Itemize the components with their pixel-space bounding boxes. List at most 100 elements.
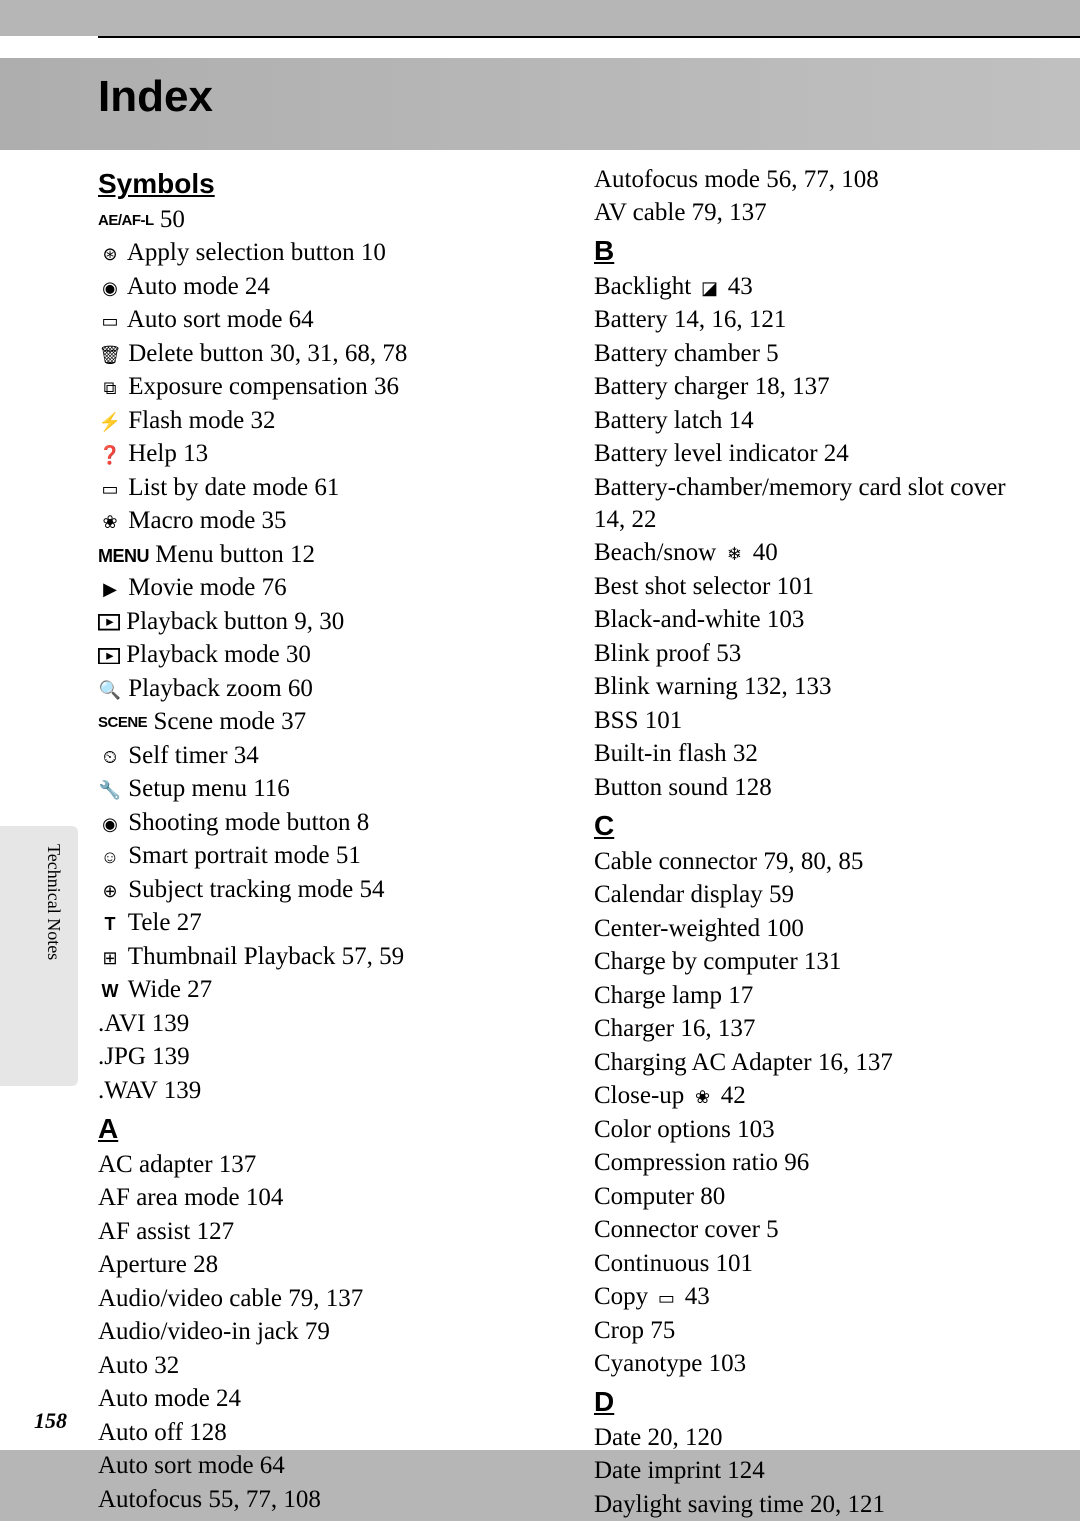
camera-icon: ◉ [98,813,122,836]
page-title: Index [98,72,213,122]
ok-icon: ⊛ [98,243,122,266]
index-entry: Playback mode 30 [98,639,544,671]
index-entry: .JPG 139 [98,1041,544,1073]
playback-icon [98,641,120,659]
entry-text: Blink warning 132, 133 [594,673,832,700]
index-entry: MENU Menu button 12 [98,539,544,571]
backlight-icon: ◪ [697,277,721,300]
index-entry: ⏲ Self timer 34 [98,740,544,772]
menu-icon: MENU [98,546,149,566]
index-entry: Auto sort mode 64 [98,1450,544,1482]
index-entry: Auto mode 24 [98,1383,544,1415]
entry-text: Apply selection button 10 [122,239,386,266]
page: Index Technical Notes Symbols AE/AF-L 50… [0,36,1080,1450]
entry-text: Menu button 12 [149,541,315,568]
index-entry: .WAV 139 [98,1075,544,1107]
wide-icon: W [98,980,122,1003]
index-entry: Built-in flash 32 [594,738,1040,770]
index-entry: Button sound 128 [594,772,1040,804]
entry-text: Smart portrait mode 51 [122,842,361,869]
listdate-icon: ▭ [98,478,122,501]
index-entry: Color options 103 [594,1114,1040,1146]
entry-text: Playback mode 30 [120,641,311,668]
entry-text: Continuous 101 [594,1250,753,1277]
entry-text: Center-weighted 100 [594,915,804,942]
index-entry: BSS 101 [594,705,1040,737]
entry-text: Compression ratio 96 [594,1149,809,1176]
entry-text: Connector cover 5 [594,1216,779,1243]
movie-icon: ▶ [98,578,122,601]
index-entry: Cable connector 79, 80, 85 [594,846,1040,878]
entry-text: Aperture 28 [98,1251,218,1278]
index-entry: .AVI 139 [98,1008,544,1040]
entry-text: Help 13 [122,440,208,467]
autosort-icon: ▭ [98,310,122,333]
entry-text: Flash mode 32 [122,407,275,434]
entry-text: Black-and-white 103 [594,606,804,633]
entry-text: Auto sort mode 64 [122,306,314,333]
index-entry: ⚡ Flash mode 32 [98,405,544,437]
entry-text: Tele 27 [122,909,202,936]
index-entry: Audio/video-in jack 79 [98,1316,544,1348]
index-entry: AE/AF-L 50 [98,204,544,236]
entry-text: Battery-chamber/memory card slot cover 1… [594,474,1006,533]
entry-text: Auto sort mode 64 [98,1452,285,1479]
index-entry: T Tele 27 [98,907,544,939]
index-entry: Battery level indicator 24 [594,438,1040,470]
entry-text: Thumbnail Playback 57, 59 [122,943,404,970]
index-entry: Continuous 101 [594,1248,1040,1280]
entry-text: Charge by computer 131 [594,948,841,975]
index-entry: 🔧 Setup menu 116 [98,773,544,805]
copy-icon: ▭ [654,1287,678,1310]
entry-text: List by date mode 61 [122,474,339,501]
entry-text: AF area mode 104 [98,1184,283,1211]
entry-text: Audio/video-in jack 79 [98,1318,330,1345]
entry-text: Movie mode 76 [122,574,287,601]
entry-text: Button sound 128 [594,774,772,801]
index-entry: ❀ Macro mode 35 [98,505,544,537]
index-entry: Charge by computer 131 [594,946,1040,978]
index-entry: ⊛ Apply selection button 10 [98,237,544,269]
page-number: 158 [34,1408,67,1434]
index-entry: Date 20, 120 [594,1422,1040,1454]
entry-text: Color options 103 [594,1116,775,1143]
entry-text: Auto 32 [98,1352,179,1379]
index-entry: ◉ Shooting mode button 8 [98,807,544,839]
entry-text: Playback button 9, 30 [120,608,344,635]
entry-text: Battery level indicator 24 [594,440,849,467]
index-entry: ⧉ Exposure compensation 36 [98,371,544,403]
index-entry: ☺ Smart portrait mode 51 [98,840,544,872]
entry-tail: 42 [715,1082,746,1109]
index-entry: Daylight saving time 20, 121 [594,1489,1040,1521]
side-tab-label: Technical Notes [44,826,64,1046]
entry-text: Battery charger 18, 137 [594,373,830,400]
entry-text: Date imprint 124 [594,1457,765,1484]
index-entry: Date imprint 124 [594,1455,1040,1487]
entry-text: AC adapter 137 [98,1151,256,1178]
entry-text: Crop 75 [594,1317,675,1344]
index-entry: Blink warning 132, 133 [594,671,1040,703]
exposure-icon: ⧉ [98,377,122,400]
index-entry: Beach/snow ❄ 40 [594,537,1040,569]
entry-text: BSS 101 [594,707,682,734]
index-entry: Backlight ◪ 43 [594,271,1040,303]
index-entry: ◉ Auto mode 24 [98,271,544,303]
index-entry: Auto 32 [98,1350,544,1382]
index-entry: Cyanotype 103 [594,1348,1040,1380]
index-entry: Charging AC Adapter 16, 137 [594,1047,1040,1079]
index-entry: Autofocus 55, 77, 108 [98,1484,544,1516]
index-entry: SCENE Scene mode 37 [98,706,544,738]
entry-text: Audio/video cable 79, 137 [98,1285,363,1312]
index-entry: ⊞ Thumbnail Playback 57, 59 [98,941,544,973]
index-entry: ❓ Help 13 [98,438,544,470]
entry-text: Computer 80 [594,1183,725,1210]
zoom-icon: 🔍 [98,679,122,702]
entry-text: Autofocus mode 56, 77, 108 [594,166,879,193]
index-entry: Connector cover 5 [594,1214,1040,1246]
top-rule [98,36,1080,38]
section-a: A [98,1111,544,1147]
index-entry: Battery latch 14 [594,405,1040,437]
macro-icon: ❀ [98,511,122,534]
index-entry: Compression ratio 96 [594,1147,1040,1179]
section-c: C [594,808,1040,844]
